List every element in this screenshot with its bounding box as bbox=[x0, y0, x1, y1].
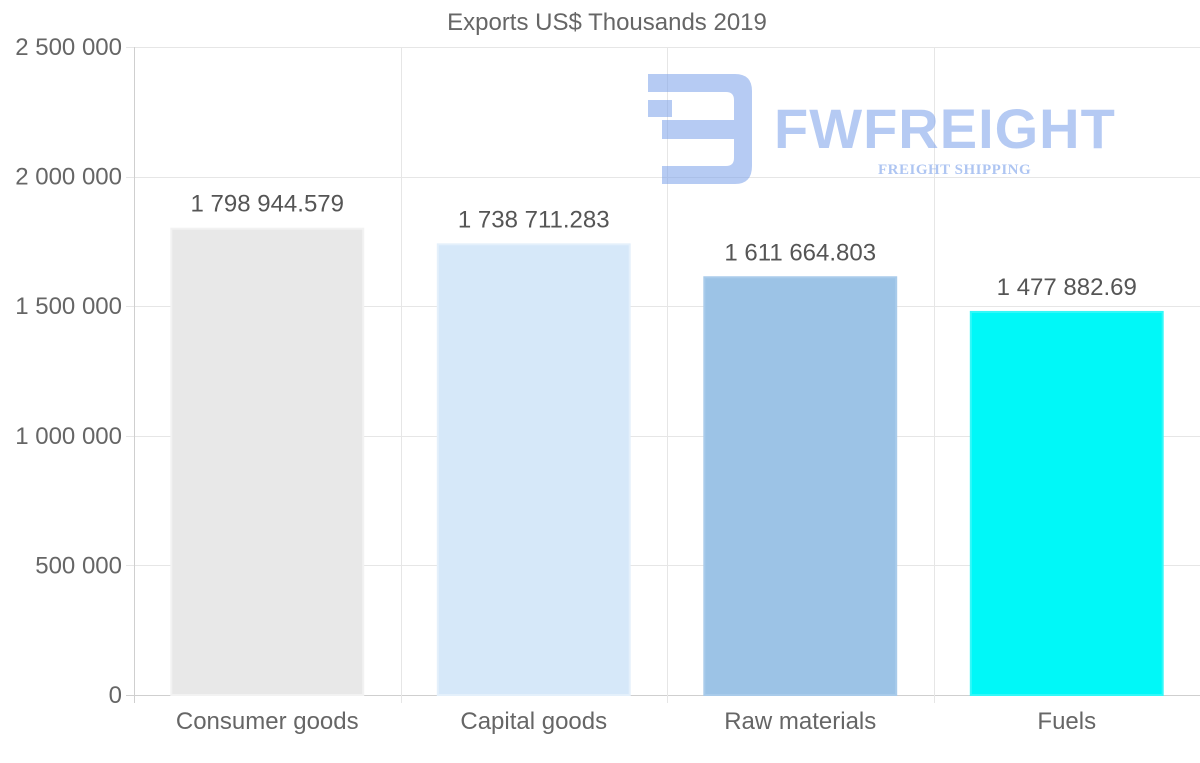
data-label: 1 477 882.69 bbox=[997, 274, 1137, 301]
data-label: 1 738 711.283 bbox=[458, 206, 610, 233]
x-tick-label: Consumer goods bbox=[176, 708, 359, 735]
data-label: 1 798 944.579 bbox=[191, 191, 344, 218]
x-tick-label: Capital goods bbox=[460, 708, 607, 735]
y-axis-ticks: 0 500 000 1 000 000 1 500 000 2 000 000 2 500… bbox=[15, 34, 122, 709]
data-labels: 1 798 944.579 1 738 711.283 1 611 664.803 1… bbox=[191, 191, 1137, 301]
bar-fuels bbox=[969, 310, 1164, 696]
y-tick-label: 0 bbox=[109, 682, 122, 709]
bars bbox=[170, 227, 1164, 696]
x-tick-label: Raw materials bbox=[724, 708, 876, 735]
fwfreight-logo-icon bbox=[648, 74, 752, 184]
watermark-brand: FWFREIGHT bbox=[774, 97, 1116, 160]
x-tick-label: Fuels bbox=[1037, 708, 1096, 735]
x-axis-ticks: Consumer goods Capital goods Raw materials… bbox=[176, 708, 1096, 735]
y-tick-label: 2 000 000 bbox=[15, 164, 122, 191]
bar-capital-goods bbox=[436, 243, 631, 696]
y-tick-label: 1 500 000 bbox=[15, 293, 122, 320]
data-label: 1 611 664.803 bbox=[724, 239, 876, 266]
y-tick-label: 1 000 000 bbox=[15, 423, 122, 450]
watermark-logo: FWFREIGHT FREIGHT SHIPPING bbox=[648, 74, 1116, 184]
y-tick-label: 2 500 000 bbox=[15, 34, 122, 61]
chart-title: Exports US$ Thousands 2019 bbox=[447, 9, 767, 36]
bar-raw-materials bbox=[703, 276, 898, 696]
y-tick-label: 500 000 bbox=[35, 552, 122, 579]
bar-consumer-goods bbox=[170, 227, 365, 696]
watermark-tagline: FREIGHT SHIPPING bbox=[878, 162, 1031, 178]
